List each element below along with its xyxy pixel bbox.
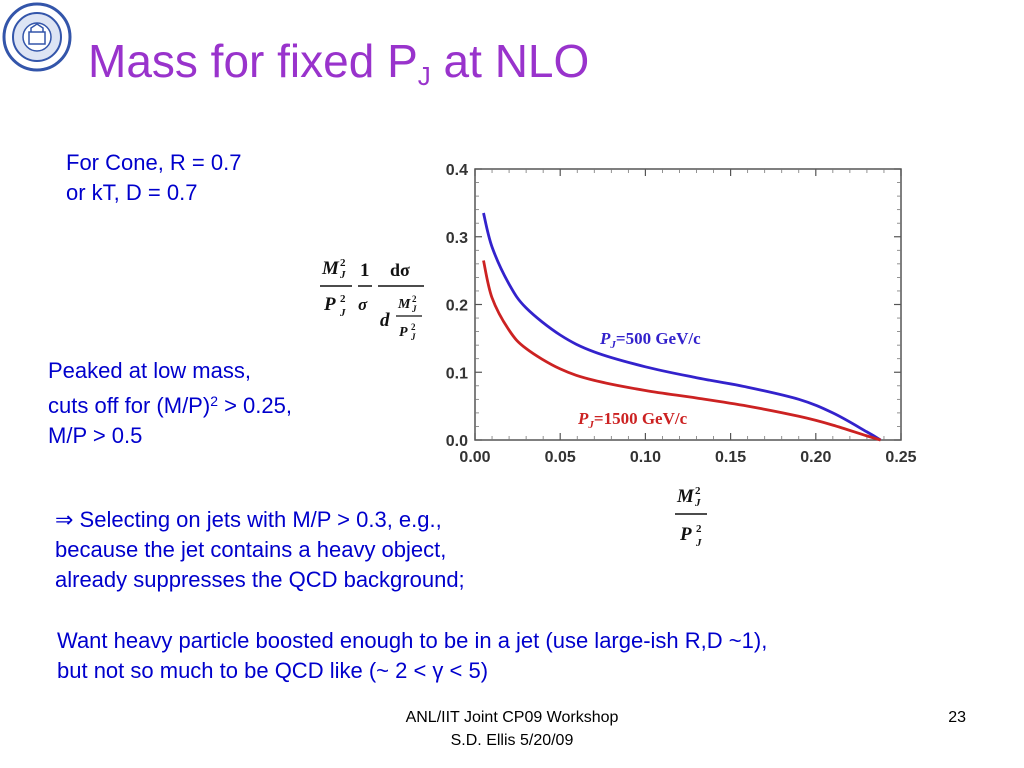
slide-title: Mass for fixed PJ at NLO [88,34,589,92]
plot-frame [474,168,902,441]
svg-text:J: J [339,269,346,281]
mass-distribution-chart: M 2J P 2J 1 σ dσ d M 2J P 2J 0.00 0.05 0.10 0.1… [320,162,917,549]
svg-text:P: P [323,294,336,315]
selection-bullet: ⇒ Selecting on jets with M/P > 0.3, e.g.… [55,505,465,595]
svg-text:PJ=1500 GeV/c: PJ=1500 GeV/c [577,409,688,431]
footer-line-2: S.D. Ellis 5/20/09 [450,732,574,749]
page-number: 23 [948,709,966,726]
params-line: or kT, D = 0.7 [66,180,198,205]
svg-text:P: P [679,524,692,545]
y-tick-label: 0.3 [446,230,468,247]
series-line-1500 [482,260,882,442]
svg-text:dσ: dσ [390,260,410,280]
boost-line: Want heavy particle boosted enough to be… [57,628,768,653]
y-tick-label: 0.4 [446,162,468,179]
svg-text:M: M [397,297,411,312]
peaked-line-2-post: > 0.25, [217,393,292,418]
y-axis-label-formula: M 2J P 2J 1 σ dσ d M 2J P 2J [320,257,424,342]
x-tick-label: 0.10 [630,449,661,466]
svg-text:M: M [321,258,340,279]
svg-text:J: J [695,537,702,549]
y-tick-label: 0.1 [446,365,468,382]
svg-text:σ: σ [358,295,368,314]
x-tick-label: 0.20 [800,449,831,466]
cone-params-text: For Cone, R = 0.7 or kT, D = 0.7 [66,148,241,208]
x-axis-label-formula: M 2J P 2J [675,485,707,549]
svg-text:J: J [410,332,416,342]
peaked-text: Peaked at low mass, cuts off for (M/P)2 … [48,356,292,451]
svg-text:1: 1 [360,260,370,281]
svg-text:J: J [339,307,346,319]
svg-text:d: d [380,310,390,331]
legend-500: PJ=500 GeV/c [599,329,701,351]
series-line-500 [482,212,882,442]
axis-ticks [474,168,902,441]
bullet-line: because the jet contains a heavy object, [55,537,447,562]
svg-text:PJ=500 GeV/c: PJ=500 GeV/c [599,329,701,351]
axis-tick-labels: 0.00 0.05 0.10 0.15 0.20 0.25 0.0 0.1 0.2 0.3 0.4 [446,162,917,466]
series-curves [482,212,882,442]
peaked-line-1: Peaked at low mass, [48,358,251,383]
svg-text:2: 2 [340,257,346,269]
svg-text:J: J [411,304,417,314]
boost-text: Want heavy particle boosted enough to be… [57,626,767,686]
svg-text:2: 2 [340,293,346,305]
footer-line-1: ANL/IIT Joint CP09 Workshop [405,709,619,726]
bullet-line: ⇒ Selecting on jets with M/P > 0.3, e.g.… [55,507,442,532]
title-subscript: J [417,61,431,91]
y-tick-label: 0.2 [446,298,468,315]
footer-citation: ANL/IIT Joint CP09 Workshop S.D. Ellis 5… [300,706,724,752]
svg-text:2: 2 [695,485,701,497]
params-line: For Cone, R = 0.7 [66,150,242,175]
x-tick-label: 0.00 [459,449,490,466]
boost-line: but not so much to be QCD like (~ 2 < γ … [57,658,489,683]
svg-text:J: J [694,497,701,509]
peaked-line-3: M/P > 0.5 [48,423,143,448]
svg-text:2: 2 [411,322,416,332]
peaked-line-2-sup: 2 [210,393,218,409]
bullet-line: already suppresses the QCD background; [55,567,465,592]
svg-text:M: M [676,486,695,507]
svg-text:2: 2 [696,523,702,535]
legend-1500: PJ=1500 GeV/c [577,409,688,431]
x-tick-label: 0.05 [545,449,576,466]
peaked-line-2: cuts off for (M/P)2 > 0.25, [48,386,292,421]
svg-text:P: P [399,325,408,340]
university-seal-logo [2,2,72,72]
title-main: Mass for fixed P [88,35,418,87]
peaked-line-2-pre: cuts off for (M/P) [48,393,211,418]
title-end: at NLO [430,35,590,87]
y-tick-label: 0.0 [446,433,468,450]
x-tick-label: 0.15 [715,449,746,466]
x-tick-label: 0.25 [885,449,916,466]
svg-text:2: 2 [412,294,417,304]
